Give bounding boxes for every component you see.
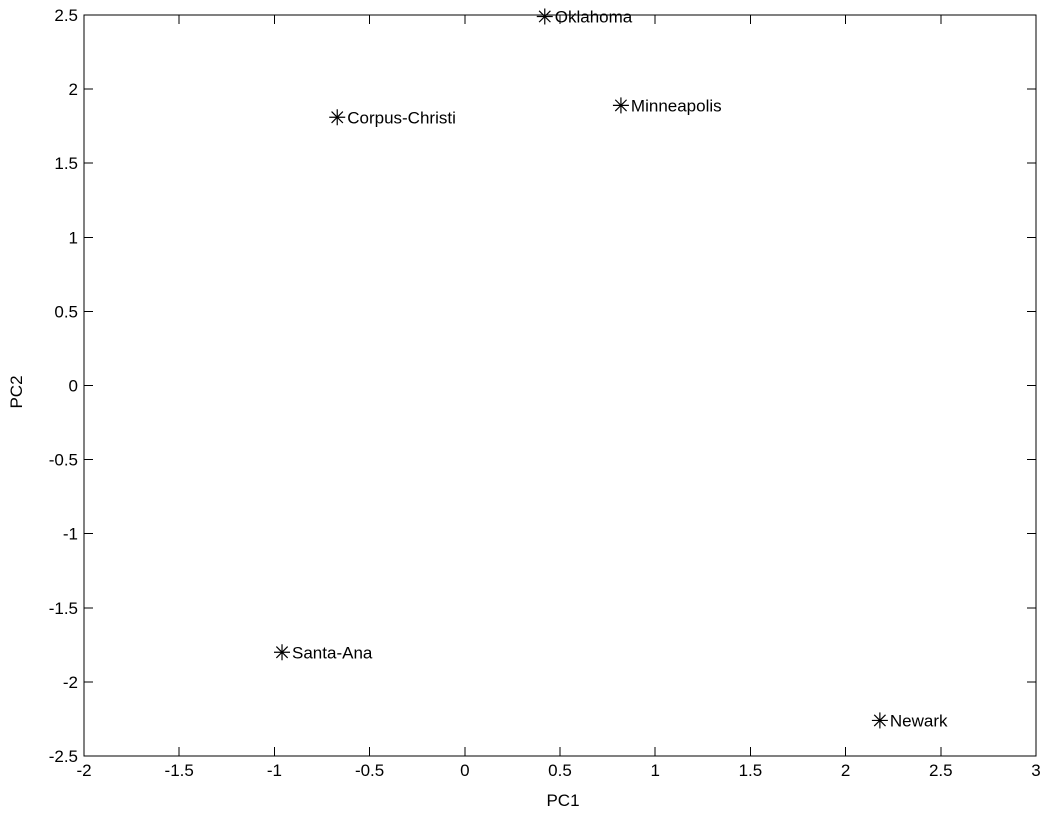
y-axis-label: PC2 [7, 375, 26, 408]
x-tick-label: 0.5 [548, 761, 572, 780]
marker-stroke [331, 111, 344, 124]
x-tick-label: 1 [650, 761, 659, 780]
y-tick-label: 1 [69, 228, 78, 247]
y-tick-label: -0.5 [49, 451, 78, 470]
asterisk-marker [871, 712, 888, 729]
asterisk-marker [329, 109, 346, 126]
x-tick-label: 3 [1031, 761, 1040, 780]
x-tick-label: -1 [267, 761, 282, 780]
data-point: Newark [871, 711, 948, 730]
data-point: Santa-Ana [274, 643, 373, 662]
y-tick-label: 2.5 [54, 6, 78, 25]
y-tick-label: -2 [63, 673, 78, 692]
point-label: Newark [890, 711, 948, 730]
asterisk-marker [274, 644, 291, 661]
point-label: Corpus-Christi [347, 108, 456, 127]
x-axis-label: PC1 [546, 791, 579, 810]
x-tick-label: 1.5 [739, 761, 763, 780]
marker-stroke [538, 10, 551, 23]
x-tick-label: -2 [76, 761, 91, 780]
y-tick-label: 0 [69, 377, 78, 396]
x-tick-label: -0.5 [355, 761, 384, 780]
x-axis-ticks: -2 -1.5 -1 -0.5 0 0.5 1 1.5 2 2.5 3 [76, 15, 1041, 780]
point-label: Santa-Ana [292, 643, 373, 662]
y-axis-ticks: -2.5 -2 -1.5 -1 -0.5 0 0.5 1 1.5 2 2.5 [49, 6, 1036, 766]
asterisk-marker [536, 8, 553, 25]
x-tick-label: 2 [841, 761, 850, 780]
point-label: Minneapolis [631, 96, 722, 115]
x-tick-label: 0 [460, 761, 469, 780]
y-tick-label: 1.5 [54, 154, 78, 173]
y-tick-label: 0.5 [54, 302, 78, 321]
y-tick-label: 2 [69, 80, 78, 99]
data-point: Oklahoma [536, 7, 633, 26]
marker-stroke [275, 646, 289, 659]
marker-stroke [614, 99, 628, 112]
x-tick-label: -1.5 [165, 761, 194, 780]
data-point: Minneapolis [612, 96, 722, 115]
data-points: Oklahoma Corpus-Christi Minneapolis Santa-A… [274, 7, 948, 730]
y-tick-label: -2.5 [49, 747, 78, 766]
y-tick-label: -1.5 [49, 599, 78, 618]
data-point: Corpus-Christi [329, 108, 456, 127]
asterisk-marker [612, 97, 629, 114]
y-tick-label: -1 [63, 525, 78, 544]
point-label: Oklahoma [555, 7, 633, 26]
marker-stroke [873, 714, 886, 727]
x-tick-label: 2.5 [929, 761, 953, 780]
